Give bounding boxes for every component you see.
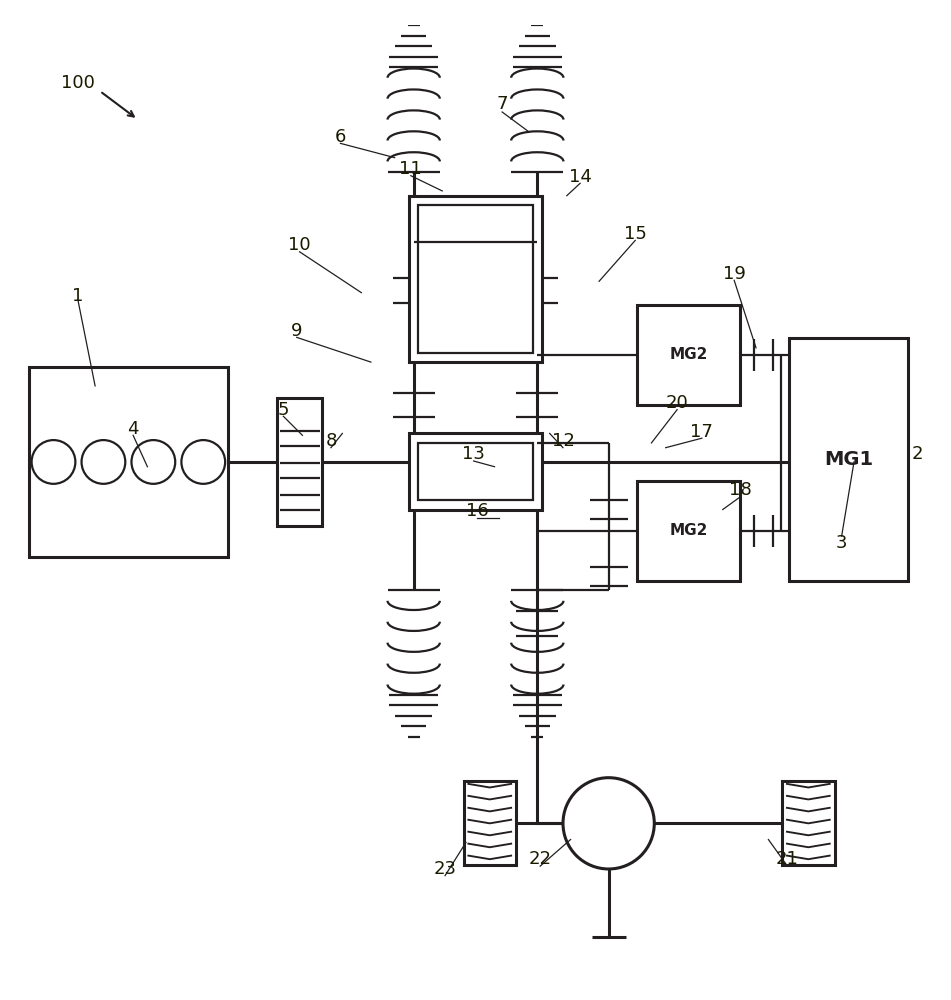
Text: 20: 20 (666, 394, 689, 412)
Circle shape (563, 778, 654, 869)
Text: 17: 17 (690, 423, 713, 441)
Text: 12: 12 (552, 432, 574, 450)
Text: 22: 22 (529, 850, 552, 868)
Text: 3: 3 (836, 534, 847, 552)
Text: 23: 23 (434, 860, 456, 878)
Text: 100: 100 (61, 74, 95, 92)
Bar (637, 481, 740, 581)
Bar (409, 196, 542, 362)
Text: 11: 11 (399, 160, 422, 178)
Bar (789, 338, 908, 581)
Text: 4: 4 (127, 420, 139, 438)
Bar (29, 367, 228, 557)
Bar (277, 398, 322, 526)
Text: 10: 10 (288, 236, 311, 254)
Text: 18: 18 (728, 481, 751, 499)
Text: MG1: MG1 (825, 450, 873, 469)
Text: 21: 21 (776, 850, 799, 868)
Bar (418, 443, 533, 500)
Bar (782, 781, 835, 865)
Text: 15: 15 (624, 225, 647, 243)
Text: 5: 5 (278, 401, 289, 419)
Text: 19: 19 (723, 265, 746, 283)
Text: 14: 14 (569, 168, 592, 186)
Text: 13: 13 (462, 445, 485, 463)
Text: MG2: MG2 (670, 347, 708, 362)
Text: 7: 7 (496, 95, 508, 113)
Bar (409, 433, 542, 510)
Bar (637, 305, 740, 405)
Text: 2: 2 (912, 445, 923, 463)
Text: 1: 1 (72, 287, 84, 305)
Bar (418, 205, 533, 353)
Text: 9: 9 (291, 322, 302, 340)
Text: 16: 16 (466, 502, 489, 520)
Text: 8: 8 (325, 432, 337, 450)
Text: 6: 6 (335, 128, 346, 146)
Bar (464, 781, 515, 865)
Text: MG2: MG2 (670, 523, 708, 538)
